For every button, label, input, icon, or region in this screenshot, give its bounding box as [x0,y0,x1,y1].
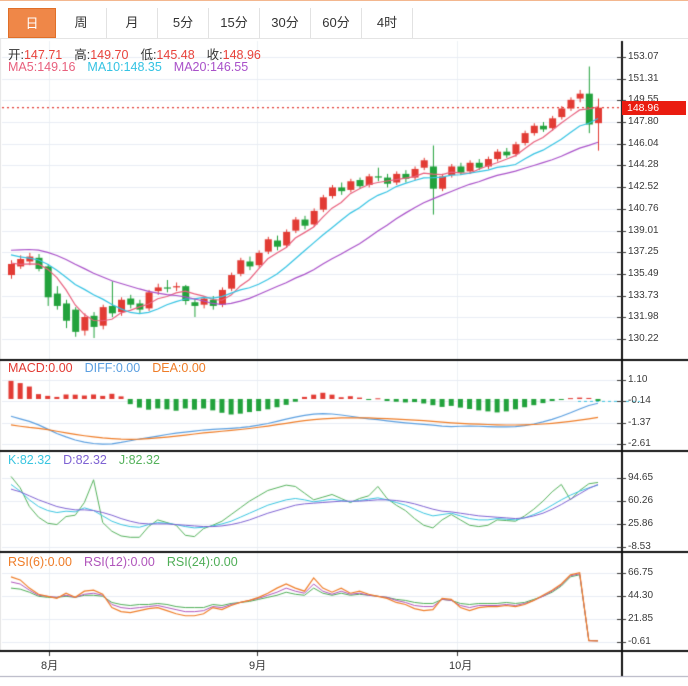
y-axis-label: 135.49 [628,267,659,279]
y-axis-label: -0.61 [628,636,651,647]
y-axis-label: 66.75 [628,567,654,578]
indicator-value: DIFF:0.00 [84,361,141,375]
y-axis-label: 144.28 [628,159,659,171]
indicator-value: RSI(12):0.00 [83,555,155,569]
x-axis-month-label: 8月 [41,660,59,672]
y-axis-label: -0.14 [628,395,651,407]
y-axis-label: 21.85 [628,612,654,624]
y-axis-label: -2.61 [628,438,651,449]
indicator-value: J:82.32 [118,453,160,467]
y-axis-label: 139.01 [628,224,659,236]
y-axis-label: 149.55 [628,94,659,106]
ma-header: MA5:149.16 MA10:148.35 MA20:146.55 [8,60,260,74]
indicator-value: MACD:0.00 [8,361,73,375]
macd-header: MACD:0.00 DIFF:0.00 DEA:0.00 [8,361,218,375]
tab-4时[interactable]: 4时 [362,8,413,38]
y-axis-label: 140.76 [628,202,659,214]
tab-60分[interactable]: 60分 [311,8,362,38]
indicator-value: RSI(24):0.00 [166,555,238,569]
tab-30分[interactable]: 30分 [260,8,311,38]
tab-日[interactable]: 日 [8,8,56,38]
indicator-value: D:82.32 [63,453,107,467]
y-axis-label: 147.80 [628,116,659,128]
y-axis-label: -8.53 [628,541,651,552]
indicator-value: 开:147.71 [8,48,63,62]
ohlc-header: 开:147.71 高:149.70 低:145.48 收:148.96 [8,44,273,63]
tab-15分[interactable]: 15分 [209,8,260,38]
indicator-value: DEA:0.00 [152,361,206,375]
y-axis-label: 146.04 [628,137,659,149]
y-axis-label: 94.65 [628,472,654,483]
x-axis-month-label: 10月 [449,660,473,672]
last-price-badge: 148.96 [622,100,686,115]
y-axis-label: 142.52 [628,181,659,193]
x-axis-month-label: 9月 [249,660,267,672]
indicator-value: RSI(6):0.00 [8,555,72,569]
indicator-value: MA10:148.35 [87,60,162,74]
indicator-value: MA20:146.55 [173,60,249,74]
indicator-value: 低:145.48 [140,48,195,62]
timeframe-tabbar: 日周月 5分 15分 30分 60分 4时 [0,2,688,39]
y-axis-label: 25.86 [628,518,654,529]
y-axis-label: 44.30 [628,589,654,601]
tab-月[interactable]: 月 [107,8,158,38]
y-axis-label: 151.31 [628,72,659,84]
tab-5分[interactable]: 5分 [158,8,209,38]
y-axis-label: 137.25 [628,246,659,258]
y-axis-label: 133.73 [628,289,659,301]
kdj-header: K:82.32 D:82.32 J:82.32 [8,453,172,467]
rsi-header: RSI(6):0.00 RSI(12):0.00 RSI(24):0.00 [8,555,250,569]
y-axis-label: 60.26 [628,494,654,506]
y-axis-label: 153.07 [628,51,659,62]
y-axis-label: 1.10 [628,374,648,385]
indicator-value: MA5:149.16 [8,60,76,74]
y-axis-label: 131.98 [628,311,659,323]
chart-canvas[interactable] [0,39,688,686]
indicator-value: K:82.32 [8,453,52,467]
y-axis-label: 130.22 [628,333,659,344]
y-axis-label: -1.37 [628,416,651,428]
tab-周[interactable]: 周 [56,8,107,38]
indicator-value: 高:149.70 [74,48,129,62]
indicator-value: 收:148.96 [206,48,261,62]
